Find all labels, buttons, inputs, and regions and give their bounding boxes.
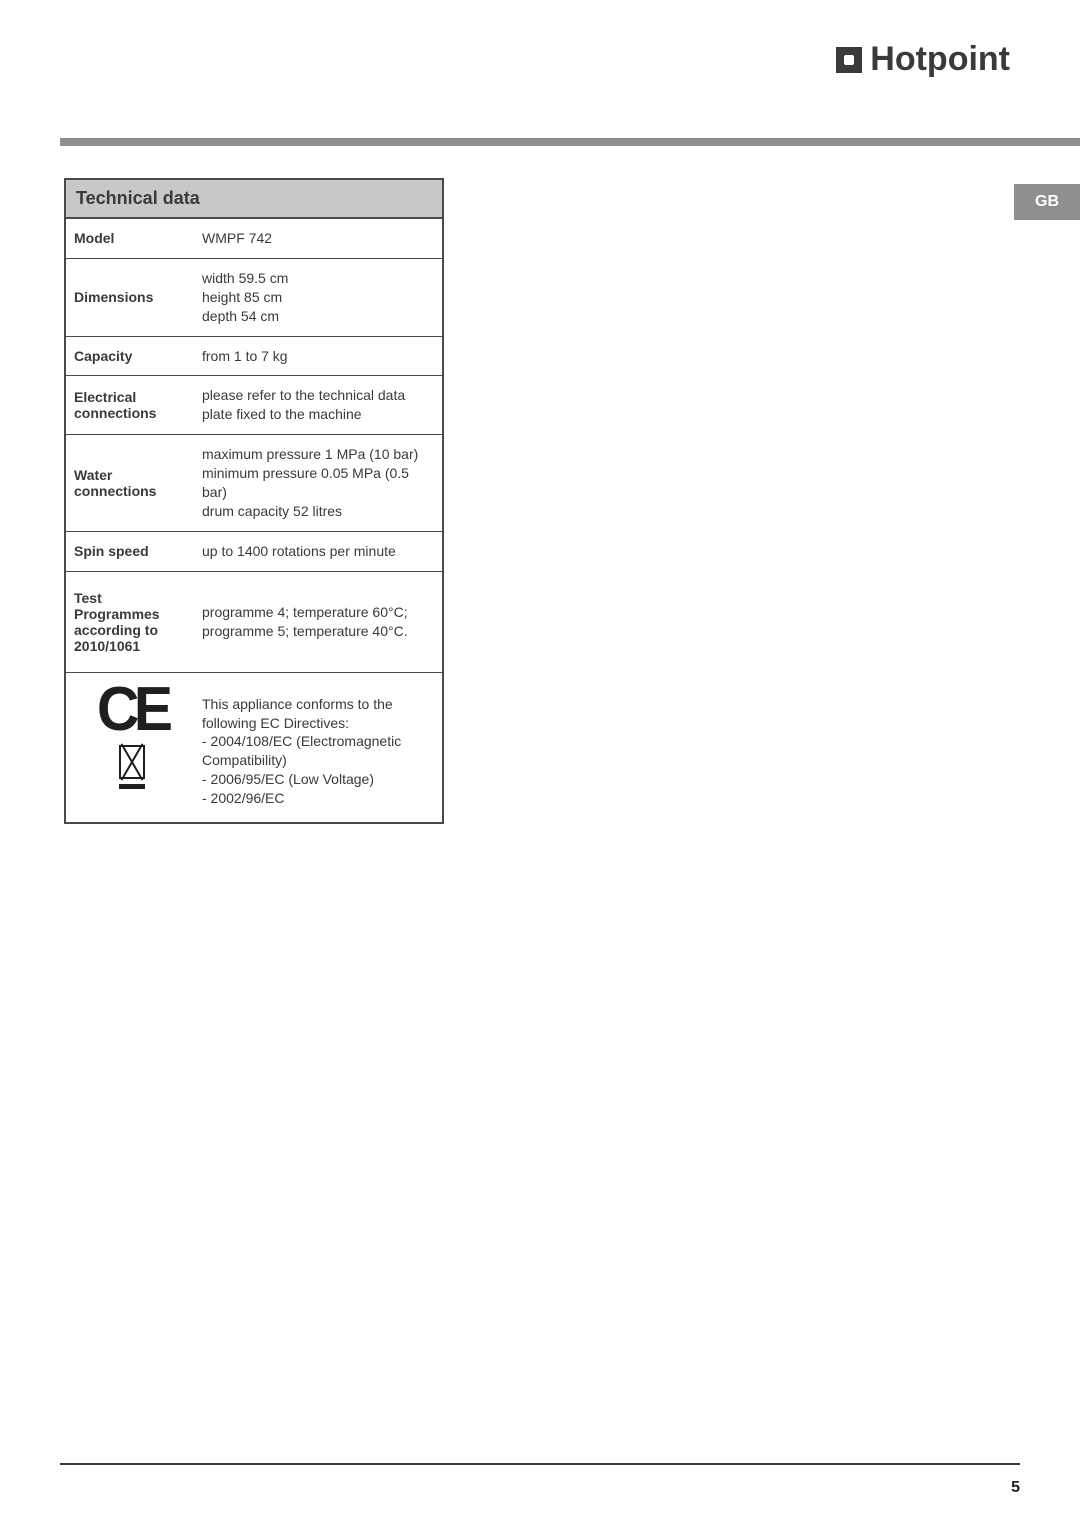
compliance-row: CE This appliance conforms to the follow…	[66, 672, 442, 822]
compliance-text: This appliance conforms to the following…	[198, 673, 442, 822]
row-value: please refer to the technical data plate…	[198, 376, 442, 434]
weee-icon	[119, 745, 145, 779]
row-label: Dimensions	[66, 259, 198, 336]
compliance-symbols: CE	[66, 673, 198, 822]
row-value: from 1 to 7 kg	[198, 337, 442, 376]
weee-bar-icon	[119, 784, 145, 789]
table-row: Model WMPF 742	[66, 218, 442, 258]
row-label: Electrical connections	[66, 376, 198, 434]
brand-name: Hotpoint	[870, 40, 1010, 79]
row-label: Model	[66, 219, 198, 258]
table-title: Technical data	[66, 180, 442, 218]
technical-data-table: Technical data Model WMPF 742 Dimensions…	[64, 178, 444, 824]
row-value: maximum pressure 1 MPa (10 bar) minimum …	[198, 435, 442, 531]
row-label: Water connections	[66, 435, 198, 531]
manual-page: Hotpoint GB Technical data Model WMPF 74…	[0, 0, 1080, 1527]
row-value: up to 1400 rotations per minute	[198, 532, 442, 571]
table-row: Electrical connections please refer to t…	[66, 375, 442, 434]
brand-logo: Hotpoint	[836, 40, 1010, 79]
row-value: width 59.5 cm height 85 cm depth 54 cm	[198, 259, 442, 336]
brand-mark-icon	[836, 47, 862, 73]
table-row: Spin speed up to 1400 rotations per minu…	[66, 531, 442, 571]
ce-mark-icon: CE	[97, 679, 167, 741]
row-label: Test Programmes according to 2010/1061	[66, 572, 198, 672]
row-value: programme 4; temperature 60°C; programme…	[198, 572, 442, 672]
footer-rule	[60, 1463, 1020, 1465]
page-number: 5	[1011, 1479, 1020, 1497]
language-tab: GB	[1014, 184, 1080, 220]
table-row: Water connections maximum pressure 1 MPa…	[66, 434, 442, 531]
row-label: Capacity	[66, 337, 198, 376]
row-value: WMPF 742	[198, 219, 442, 258]
table-row: Dimensions width 59.5 cm height 85 cm de…	[66, 258, 442, 336]
table-row: Test Programmes according to 2010/1061 p…	[66, 571, 442, 672]
table-row: Capacity from 1 to 7 kg	[66, 336, 442, 376]
header-rule	[60, 138, 1080, 146]
row-label: Spin speed	[66, 532, 198, 571]
